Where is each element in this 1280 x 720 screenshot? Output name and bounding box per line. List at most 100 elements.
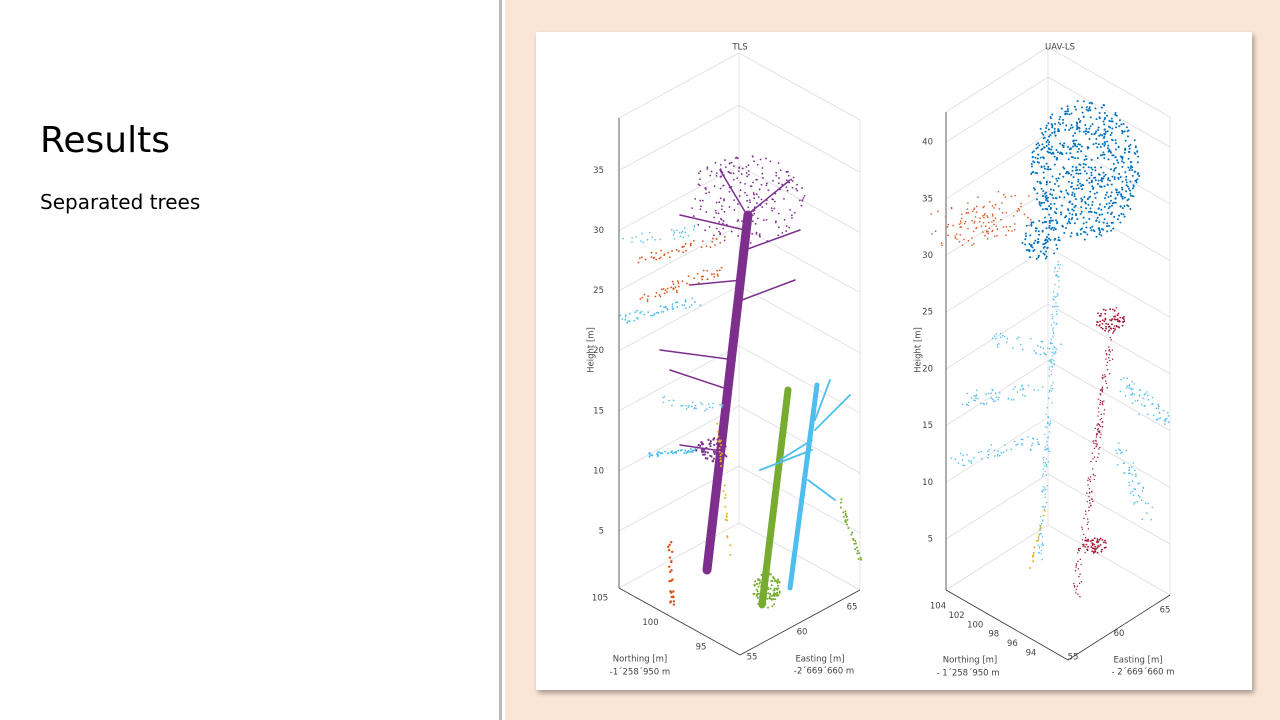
point <box>631 237 633 239</box>
point <box>1033 248 1036 251</box>
point <box>763 591 766 594</box>
point <box>719 460 722 463</box>
point <box>1097 423 1099 425</box>
point <box>1157 407 1160 409</box>
branch <box>689 279 743 286</box>
point <box>1052 152 1055 155</box>
point <box>732 172 735 175</box>
point <box>1045 181 1048 184</box>
point <box>1049 216 1052 219</box>
point <box>1120 160 1123 163</box>
point <box>996 344 999 346</box>
point <box>720 266 723 269</box>
point <box>1079 172 1082 175</box>
point <box>659 238 662 241</box>
point <box>1116 318 1119 321</box>
northing-label: Northing [m] <box>613 655 668 665</box>
point <box>1109 319 1111 321</box>
point <box>1067 193 1070 196</box>
point <box>958 240 961 243</box>
point <box>747 227 750 230</box>
point <box>1085 513 1087 515</box>
northing-offset: - 1´258´950 m <box>936 668 999 679</box>
point <box>664 289 667 292</box>
point <box>1077 552 1079 554</box>
point <box>1090 133 1093 136</box>
point <box>1108 357 1110 359</box>
point <box>1096 443 1098 445</box>
point <box>1075 592 1077 594</box>
point <box>1086 492 1088 494</box>
point <box>712 438 715 441</box>
point <box>1128 466 1131 469</box>
point <box>733 208 736 211</box>
point <box>1037 238 1040 241</box>
point <box>1100 208 1103 211</box>
point <box>713 452 716 456</box>
point <box>1051 355 1053 357</box>
point <box>757 578 760 581</box>
point <box>1048 423 1050 425</box>
point <box>1098 229 1101 232</box>
point <box>1126 185 1129 188</box>
easting-tick-label: 55 <box>1068 653 1079 663</box>
point <box>790 214 793 217</box>
point <box>717 435 720 438</box>
point <box>1021 241 1024 244</box>
point <box>1156 419 1159 421</box>
point <box>671 280 674 283</box>
point <box>1044 487 1046 489</box>
point <box>1105 542 1107 544</box>
point <box>1057 294 1059 296</box>
point <box>704 409 706 412</box>
point <box>1042 243 1045 246</box>
point <box>756 163 759 166</box>
point <box>1045 183 1048 186</box>
point <box>1052 329 1054 331</box>
point <box>1089 476 1092 478</box>
point <box>773 587 776 590</box>
point <box>1113 318 1116 321</box>
point <box>715 174 718 177</box>
point <box>1121 317 1124 319</box>
point <box>743 220 746 223</box>
point <box>689 244 692 247</box>
point <box>1079 547 1082 550</box>
point <box>1108 202 1111 205</box>
point <box>690 304 693 306</box>
point <box>1102 308 1105 311</box>
point <box>954 235 956 237</box>
point <box>1088 107 1091 110</box>
point <box>1042 514 1045 517</box>
point <box>1100 413 1102 416</box>
point <box>773 592 776 595</box>
point <box>704 457 707 460</box>
point <box>767 573 770 576</box>
point <box>700 441 704 444</box>
point <box>1086 523 1088 525</box>
point <box>757 585 760 588</box>
northing-tick-label: 102 <box>948 611 964 621</box>
point <box>662 311 665 313</box>
grid-line <box>945 416 1049 483</box>
point <box>771 209 774 212</box>
point <box>788 226 791 229</box>
point <box>1136 399 1139 402</box>
point <box>1051 384 1053 387</box>
point <box>762 575 765 578</box>
point <box>973 230 975 233</box>
point <box>1091 123 1094 126</box>
point <box>1096 191 1099 194</box>
point <box>1094 132 1097 135</box>
point <box>1097 126 1100 129</box>
point <box>1021 444 1023 446</box>
point <box>966 453 969 456</box>
point <box>692 449 695 452</box>
point <box>1106 211 1109 214</box>
point <box>1083 238 1086 241</box>
point <box>1038 552 1041 554</box>
point <box>958 223 961 225</box>
point <box>718 201 721 204</box>
point <box>987 392 990 395</box>
point <box>1067 220 1070 223</box>
